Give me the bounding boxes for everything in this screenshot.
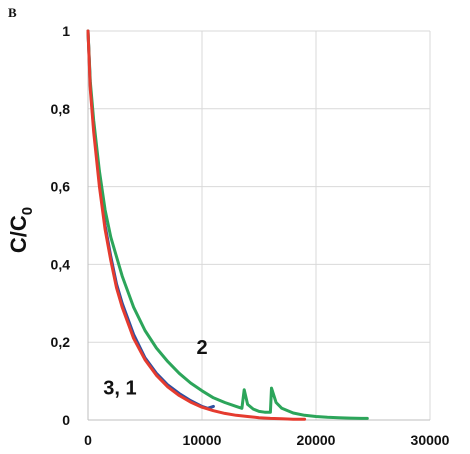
x-tick-labels: 0 10000 20000 30000 — [84, 432, 450, 448]
y-tick-label: 0,6 — [51, 179, 71, 195]
y-tick-label: 0,2 — [51, 334, 71, 350]
y-axis-title: C/C0 — [6, 207, 36, 253]
series-line-2 — [86, 29, 307, 421]
annotations: 2 3, 1 — [103, 337, 207, 400]
axes — [87, 31, 430, 421]
y-tick-labels: 0 0,2 0,4 0,6 0,8 1 — [51, 23, 71, 428]
panel-label: B — [8, 5, 17, 20]
y-tick-label: 0,4 — [51, 256, 71, 272]
x-tick-label: 20000 — [297, 432, 336, 448]
grid — [88, 30, 431, 420]
x-tick-label: 30000 — [411, 432, 450, 448]
y-axis-title-text: C/C — [6, 215, 31, 253]
y-tick-label: 0,8 — [51, 101, 71, 117]
annotation-label: 3, 1 — [103, 378, 136, 400]
y-axis-title-subscript: 0 — [19, 207, 36, 215]
y-tick-label: 1 — [62, 23, 70, 39]
x-tick-label: 0 — [84, 432, 92, 448]
svg-text:C/C0: C/C0 — [6, 207, 36, 253]
x-tick-label: 10000 — [183, 432, 222, 448]
y-tick-label: 0 — [62, 412, 70, 428]
series-group — [86, 29, 369, 421]
annotation-label: 2 — [196, 337, 207, 359]
series-line-1 — [86, 29, 369, 420]
